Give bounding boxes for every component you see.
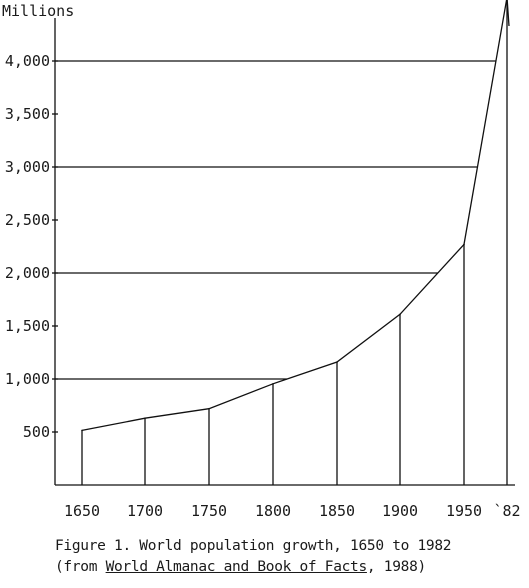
y-tick-label: 1,500 [5,317,50,335]
x-tick-label: 1800 [255,502,291,520]
y-tick-label: 1,000 [5,370,50,388]
data-point [208,407,210,410]
y-tick-label: 2,000 [5,264,50,282]
x-tick-label: `82 [493,502,520,520]
population-line [81,0,510,432]
y-tick-label: 4,000 [5,52,50,70]
source-title: World Almanac and Book of Facts [105,559,368,575]
x-tick-label: 1950 [446,502,482,520]
data-point [144,417,146,420]
x-tick-label: 1900 [382,502,418,520]
data-point [336,361,338,363]
x-tick-label: 1850 [319,502,355,520]
data-point [399,313,401,316]
source-suffix: , 1988) [366,559,426,575]
source-prefix: (from [55,559,106,575]
population-series [81,0,510,432]
point-drop-lines [81,0,508,485]
y-tick-labels: 500 1,000 1,500 2,000 2,500 3,000 3,500 4,000 [5,52,58,441]
figure-source: (from World Almanac and Book of Facts, 1… [55,559,426,575]
y-tick-label: 2,500 [5,211,50,229]
x-tick-label: 1750 [191,502,227,520]
data-point [81,429,83,432]
gridlines [55,60,496,380]
y-tick-label: 3,000 [5,158,50,176]
data-point [463,243,465,246]
y-tick-label: 3,500 [5,105,50,123]
figure-caption: Figure 1. World population growth, 1650 … [55,538,452,554]
y-tick-label: 500 [23,423,50,441]
y-axis-label: Millions [2,2,74,20]
x-tick-label: 1650 [64,502,100,520]
data-point [272,383,274,385]
population-chart: Millions 500 1,000 1,500 2,000 2,500 3,000 3,5… [2,0,521,520]
x-tick-labels: 1650 1700 1750 1800 1850 1900 1950 `82 [64,502,521,520]
x-tick-label: 1700 [127,502,163,520]
